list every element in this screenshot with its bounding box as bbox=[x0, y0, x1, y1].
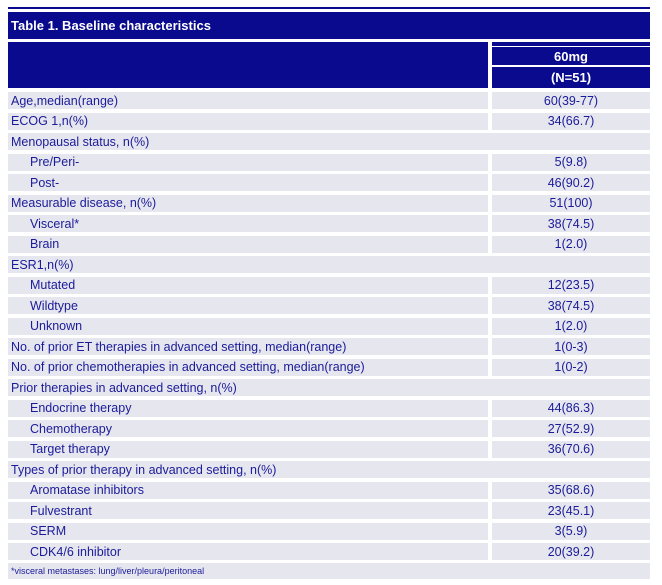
row-value: 27(52.9) bbox=[492, 420, 650, 437]
section-label: Prior therapies in advanced setting, n(%… bbox=[8, 379, 650, 396]
row-label: Brain bbox=[8, 235, 488, 253]
row-value: 38(74.5) bbox=[492, 297, 650, 314]
row-label: Measurable disease, n(%) bbox=[8, 194, 488, 212]
value-column-header-strip bbox=[492, 42, 650, 46]
table-row: Measurable disease, n(%) 51(100) bbox=[8, 194, 650, 212]
table-row: Mutated 12(23.5) bbox=[8, 276, 650, 294]
table-row: Brain 1(2.0) bbox=[8, 235, 650, 253]
row-label: CDK4/6 inhibitor bbox=[8, 543, 488, 560]
table-row: Aromatase inhibitors 35(68.6) bbox=[8, 481, 650, 499]
row-label: Endocrine therapy bbox=[8, 399, 488, 417]
row-label: Visceral* bbox=[8, 215, 488, 232]
row-label: Age,median(range) bbox=[8, 92, 488, 109]
table-row: Fulvestrant 23(45.1) bbox=[8, 502, 650, 519]
row-label: ECOG 1,n(%) bbox=[8, 112, 488, 130]
table-row: SERM 3(5.9) bbox=[8, 522, 650, 540]
table-row: ECOG 1,n(%) 34(66.7) bbox=[8, 112, 650, 130]
table-row: Pre/Peri- 5(9.8) bbox=[8, 153, 650, 171]
table-section-row: Prior therapies in advanced setting, n(%… bbox=[8, 379, 650, 396]
table-footnote-row: *visceral metastases: lung/liver/pleura/… bbox=[8, 563, 650, 579]
table-row: Endocrine therapy 44(86.3) bbox=[8, 399, 650, 417]
row-value: 23(45.1) bbox=[492, 502, 650, 519]
row-value: 46(90.2) bbox=[492, 174, 650, 191]
table-row: Post- 46(90.2) bbox=[8, 174, 650, 191]
row-value: 1(2.0) bbox=[492, 317, 650, 335]
row-label: No. of prior ET therapies in advanced se… bbox=[8, 338, 488, 355]
table-title-bar: Table 1. Baseline characteristics bbox=[8, 12, 650, 39]
row-value: 1(2.0) bbox=[492, 235, 650, 253]
row-value: 20(39.2) bbox=[492, 543, 650, 560]
table-section-row: Menopausal status, n(%) bbox=[8, 133, 650, 150]
row-value: 12(23.5) bbox=[492, 276, 650, 294]
row-value: 60(39-77) bbox=[492, 92, 650, 109]
top-border-line bbox=[8, 7, 650, 9]
section-label: ESR1,n(%) bbox=[8, 256, 650, 273]
row-label: Chemotherapy bbox=[8, 420, 488, 437]
row-label: Mutated bbox=[8, 276, 488, 294]
table-row: Target therapy 36(70.6) bbox=[8, 440, 650, 458]
row-value: 38(74.5) bbox=[492, 215, 650, 232]
value-column-header: 60mg (N=51) bbox=[492, 42, 650, 88]
row-label: Post- bbox=[8, 174, 488, 191]
table-footnote: *visceral metastases: lung/liver/pleura/… bbox=[11, 566, 205, 576]
table-body: Age,median(range) 60(39-77) ECOG 1,n(%) … bbox=[8, 92, 650, 560]
baseline-characteristics-table: Table 1. Baseline characteristics 60mg (… bbox=[8, 0, 650, 579]
row-value: 5(9.8) bbox=[492, 153, 650, 171]
column-header-block: 60mg (N=51) bbox=[8, 42, 650, 88]
table-row: CDK4/6 inhibitor 20(39.2) bbox=[8, 543, 650, 560]
row-label: Wildtype bbox=[8, 297, 488, 314]
table-title: Table 1. Baseline characteristics bbox=[11, 18, 211, 33]
table-section-row: ESR1,n(%) bbox=[8, 256, 650, 273]
row-value: 1(0-3) bbox=[492, 338, 650, 355]
row-label: No. of prior chemotherapies in advanced … bbox=[8, 358, 488, 376]
row-value: 1(0-2) bbox=[492, 358, 650, 376]
table-section-row: Types of prior therapy in advanced setti… bbox=[8, 461, 650, 478]
row-label: Pre/Peri- bbox=[8, 153, 488, 171]
table-row: Wildtype 38(74.5) bbox=[8, 297, 650, 314]
row-value: 44(86.3) bbox=[492, 399, 650, 417]
row-value: 3(5.9) bbox=[492, 522, 650, 540]
row-label: Aromatase inhibitors bbox=[8, 481, 488, 499]
table-row: Chemotherapy 27(52.9) bbox=[8, 420, 650, 437]
row-label: SERM bbox=[8, 522, 488, 540]
column-header-dose: 60mg bbox=[492, 47, 650, 65]
table-row: No. of prior chemotherapies in advanced … bbox=[8, 358, 650, 376]
row-value: 35(68.6) bbox=[492, 481, 650, 499]
row-value: 36(70.6) bbox=[492, 440, 650, 458]
row-label: Fulvestrant bbox=[8, 502, 488, 519]
section-label: Menopausal status, n(%) bbox=[8, 133, 650, 150]
header-empty-cell bbox=[8, 42, 488, 88]
table-row: Age,median(range) 60(39-77) bbox=[8, 92, 650, 109]
column-header-n: (N=51) bbox=[492, 67, 650, 88]
section-label: Types of prior therapy in advanced setti… bbox=[8, 461, 650, 478]
table-row: Unknown 1(2.0) bbox=[8, 317, 650, 335]
row-label: Unknown bbox=[8, 317, 488, 335]
row-value: 34(66.7) bbox=[492, 112, 650, 130]
row-label: Target therapy bbox=[8, 440, 488, 458]
table-row: Visceral* 38(74.5) bbox=[8, 215, 650, 232]
table-row: No. of prior ET therapies in advanced se… bbox=[8, 338, 650, 355]
row-value: 51(100) bbox=[492, 194, 650, 212]
